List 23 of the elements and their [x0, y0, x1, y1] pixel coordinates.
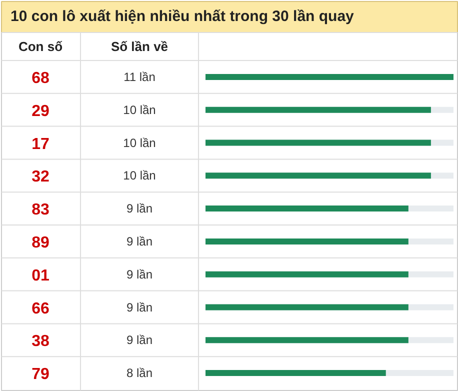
y-tick-label: 01	[32, 267, 50, 284]
data-label: 8 lần	[126, 366, 153, 380]
data-label: 9 lần	[126, 202, 153, 216]
data-label: 10 lần	[123, 136, 156, 150]
data-label: 9 lần	[126, 234, 153, 248]
y-tick-label: 66	[32, 300, 50, 318]
data-label: 9 lần	[126, 300, 153, 314]
data-label: 11 lần	[124, 70, 156, 84]
y-tick-label: 79	[32, 366, 50, 384]
data-label: 9 lần	[126, 333, 153, 348]
chart-title: 10 con lô xuất hiện nhiều nhất trong 30 lần quay	[10, 8, 355, 25]
y-axis-title: Con số	[18, 39, 63, 54]
y-tick-label: 68	[32, 70, 50, 87]
data-label: 10 lần	[123, 102, 156, 117]
x-axis-title: Số lần về	[110, 39, 168, 54]
y-tick-label: 17	[32, 136, 50, 153]
y-tick-label: 83	[32, 202, 50, 219]
data-label: 9 lần	[126, 267, 153, 282]
y-tick-label: 89	[32, 234, 50, 252]
y-tick-label: 29	[32, 102, 50, 120]
y-tick-label: 32	[32, 168, 50, 186]
y-tick-label: 38	[32, 333, 50, 350]
data-label: 10 lần	[123, 168, 156, 183]
